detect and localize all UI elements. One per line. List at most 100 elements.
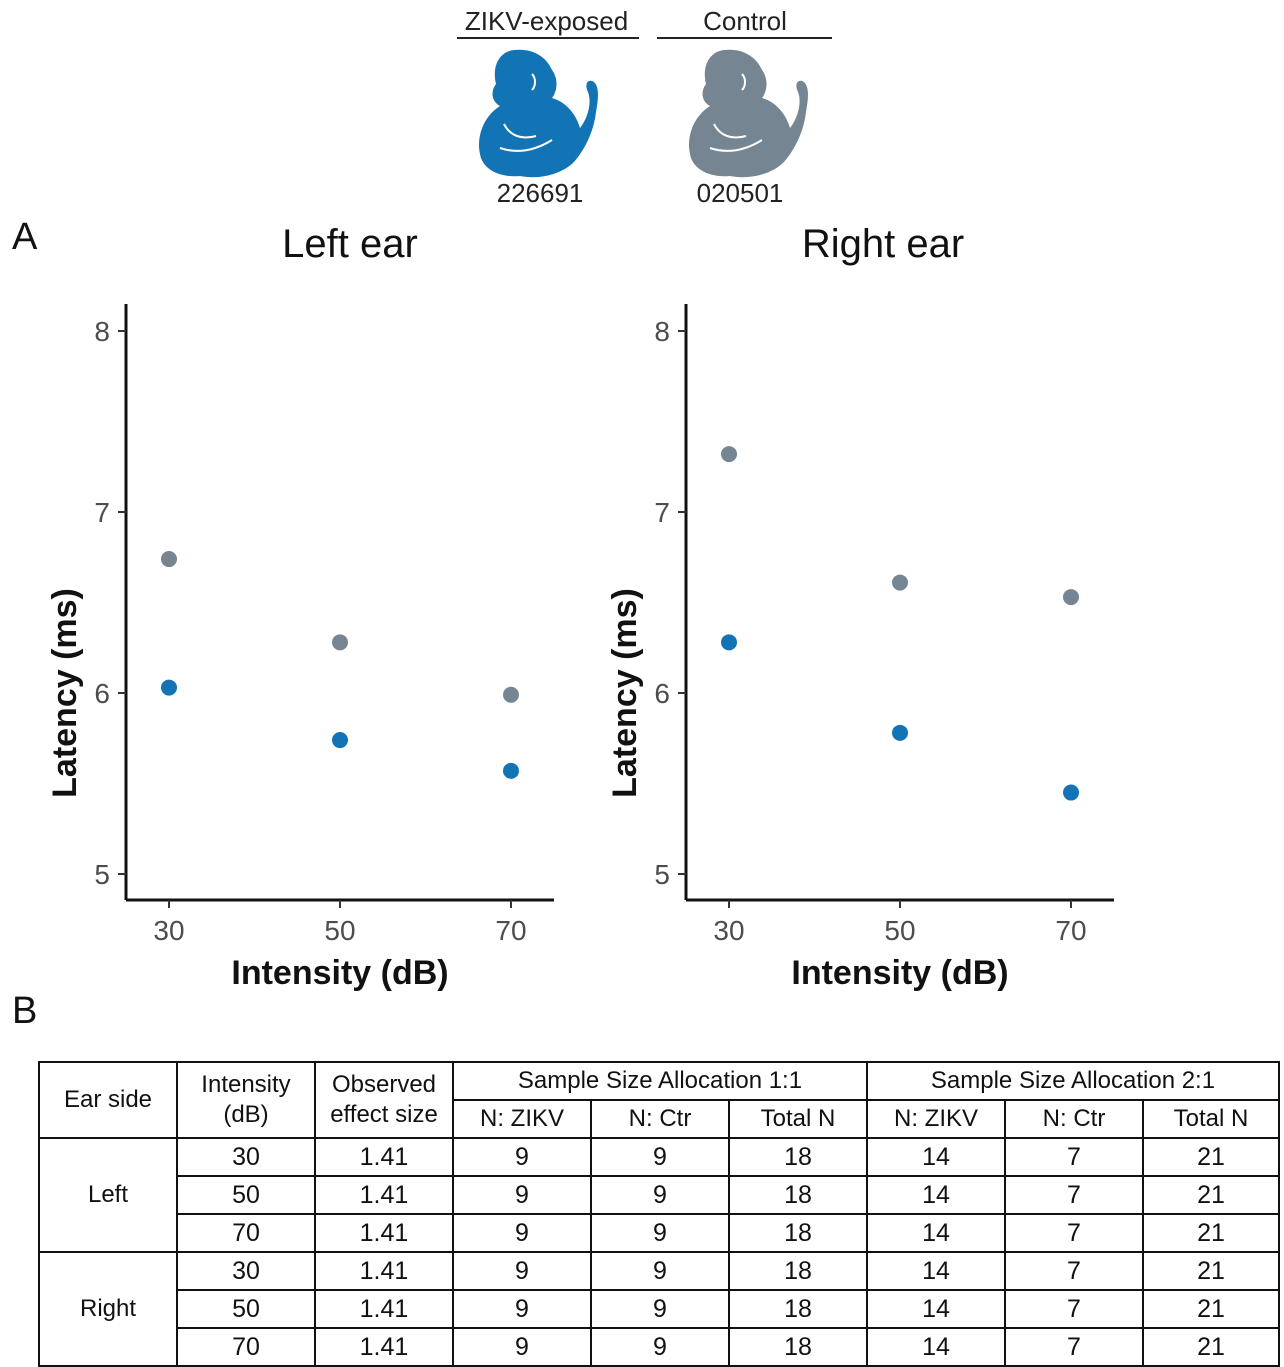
y-tick-label: 5 xyxy=(654,859,670,890)
y-tick-label: 7 xyxy=(94,497,110,528)
x-tick-label: 70 xyxy=(1055,915,1086,946)
table-cell: 14 xyxy=(866,1137,1006,1177)
zikv-monkey-icon xyxy=(478,49,598,178)
x-tick-label: 70 xyxy=(495,915,526,946)
legend-control-label: Control xyxy=(703,6,787,36)
table-cell: 21 xyxy=(1142,1137,1280,1177)
table-cell: 1.41 xyxy=(314,1137,454,1177)
x-axis-title: Intensity (dB) xyxy=(231,954,448,992)
legend-control-underline xyxy=(657,37,832,39)
table-row: 70 1.41 9 9 18 14 7 21 xyxy=(39,1213,1280,1253)
table-cell: 9 xyxy=(590,1137,730,1177)
header-intensity-line1: Intensity xyxy=(201,1071,291,1098)
table-cell: 9 xyxy=(452,1137,592,1177)
header-total-n-2-1: Total N xyxy=(1142,1099,1280,1139)
control-data-point xyxy=(1063,589,1079,606)
table-cell: 9 xyxy=(452,1175,592,1215)
table-cell: 7 xyxy=(1004,1251,1144,1291)
x-tick-label: 50 xyxy=(884,915,915,946)
table-cell: 50 xyxy=(176,1175,316,1215)
table-row: 70 1.41 9 9 18 14 7 21 xyxy=(39,1327,1280,1367)
header-effect-size: Observed effect size xyxy=(314,1061,454,1139)
table-cell: 70 xyxy=(176,1327,316,1367)
table-cell: 7 xyxy=(1004,1327,1144,1367)
table-cell: 14 xyxy=(866,1251,1006,1291)
right-ear-scatter-plot: 5 6 7 8 30 50 70 Intensity (dB) Latency (ms) xyxy=(606,304,1114,992)
table-cell: 30 xyxy=(176,1251,316,1291)
table-cell: 18 xyxy=(728,1175,868,1215)
control-data-point xyxy=(332,634,348,651)
x-tick-label: 50 xyxy=(324,915,355,946)
header-allocation-2-1: Sample Size Allocation 2:1 xyxy=(866,1061,1280,1101)
table-cell: 9 xyxy=(452,1289,592,1329)
table-cell: 1.41 xyxy=(314,1251,454,1291)
table-cell: 9 xyxy=(452,1327,592,1367)
table-row: Right 30 1.41 9 9 18 14 7 21 xyxy=(38,1251,1280,1367)
zikv-data-point xyxy=(332,732,348,749)
x-tick-label: 30 xyxy=(713,915,744,946)
header-effect-line2: effect size xyxy=(330,1101,438,1128)
table-cell: 9 xyxy=(590,1289,730,1329)
zikv-data-point xyxy=(721,634,737,651)
legend-zikv-label: ZIKV-exposed xyxy=(464,6,629,36)
zikv-data-point xyxy=(892,724,908,741)
left-ear-scatter-plot: 5 6 7 8 30 50 70 Intensity (dB) Latency (ms) xyxy=(46,304,554,992)
header-effect-line1: Observed xyxy=(331,1071,437,1098)
header-ear-side: Ear side xyxy=(38,1061,178,1139)
table-cell: 21 xyxy=(1142,1251,1280,1291)
y-tick-label: 8 xyxy=(94,316,110,347)
table-cell: 50 xyxy=(176,1289,316,1329)
table-cell: 1.41 xyxy=(314,1327,454,1367)
table-cell: 14 xyxy=(866,1327,1006,1367)
x-tick-label: 30 xyxy=(153,915,184,946)
header-total-n-1-1: Total N xyxy=(728,1099,868,1139)
table-cell: 7 xyxy=(1004,1289,1144,1329)
zikv-data-point xyxy=(503,762,519,779)
zikv-data-point xyxy=(161,679,177,696)
header-allocation-1-1: Sample Size Allocation 1:1 xyxy=(452,1061,868,1101)
table-cell: 7 xyxy=(1004,1213,1144,1253)
ear-side-cell: Right xyxy=(38,1251,178,1367)
table-cell: 9 xyxy=(590,1251,730,1291)
table-cell: 1.41 xyxy=(314,1213,454,1253)
x-axis-title: Intensity (dB) xyxy=(791,954,1008,992)
y-tick-label: 6 xyxy=(654,678,670,709)
header-n-ctr-2-1: N: Ctr xyxy=(1004,1099,1144,1139)
y-tick-label: 8 xyxy=(654,316,670,347)
table-cell: 18 xyxy=(728,1251,868,1291)
table-cell: 14 xyxy=(866,1289,1006,1329)
header-intensity: Intensity (dB) xyxy=(176,1061,316,1139)
panel-a-letter: A xyxy=(12,216,38,258)
control-data-point xyxy=(721,446,737,463)
table-cell: 7 xyxy=(1004,1175,1144,1215)
header-n-ctr-1-1: N: Ctr xyxy=(590,1099,730,1139)
table-cell: 14 xyxy=(866,1175,1006,1215)
zikv-data-point xyxy=(1063,784,1079,801)
header-intensity-line2: (dB) xyxy=(223,1101,269,1128)
y-tick-label: 6 xyxy=(94,678,110,709)
header-n-zikv-1-1: N: ZIKV xyxy=(452,1099,592,1139)
table-cell: 9 xyxy=(590,1175,730,1215)
table-row: 50 1.41 9 9 18 14 7 21 xyxy=(39,1175,1280,1215)
zikv-monkey-id: 226691 xyxy=(496,178,584,208)
table-cell: 9 xyxy=(590,1327,730,1367)
table-cell: 21 xyxy=(1142,1213,1280,1253)
control-monkey-id: 020501 xyxy=(696,178,784,208)
y-tick-label: 5 xyxy=(94,859,110,890)
y-tick-label: 7 xyxy=(654,497,670,528)
legend-zikv-underline xyxy=(457,37,639,39)
header-n-zikv-2-1: N: ZIKV xyxy=(866,1099,1006,1139)
table-cell: 1.41 xyxy=(314,1175,454,1215)
table-cell: 70 xyxy=(176,1213,316,1253)
control-data-point xyxy=(161,551,177,568)
table-cell: 30 xyxy=(176,1137,316,1177)
control-data-point xyxy=(503,686,519,703)
table-cell: 1.41 xyxy=(314,1289,454,1329)
ear-side-cell: Left xyxy=(38,1137,178,1253)
table-cell: 18 xyxy=(728,1137,868,1177)
table-cell: 18 xyxy=(728,1327,868,1367)
control-monkey-icon xyxy=(688,49,808,178)
left-plot-title: Left ear xyxy=(282,222,418,266)
sample-size-table: Ear side Intensity (dB) Observed effect … xyxy=(38,1061,1280,1367)
table-cell: 18 xyxy=(728,1289,868,1329)
